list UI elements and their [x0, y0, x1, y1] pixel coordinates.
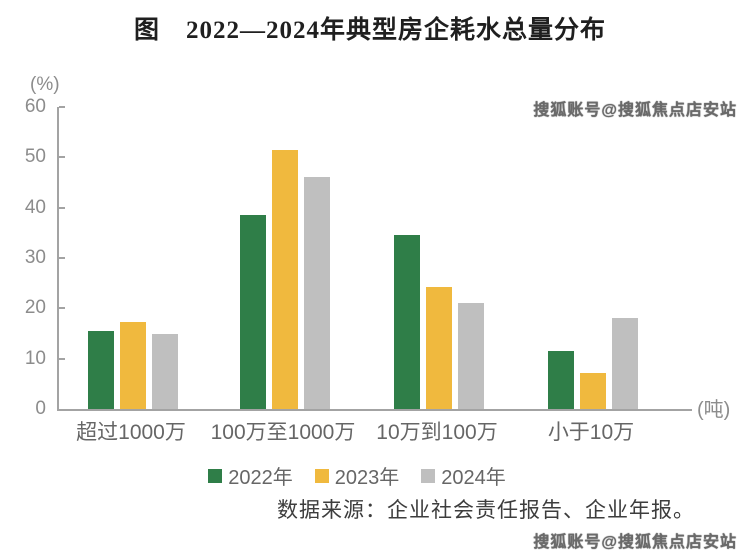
bar-2022年-category-1 — [88, 330, 114, 409]
y-tick-mark-40 — [59, 206, 65, 209]
legend-item-2023: 2023年 — [314, 461, 400, 490]
y-tick-label-40: 40 — [24, 196, 46, 218]
x-axis-label-2: 100万至1000万 — [210, 421, 356, 444]
plot-area — [57, 107, 692, 411]
bar-2023年-category-3 — [426, 287, 452, 409]
legend-swatch-2023 — [314, 468, 329, 483]
x-axis-label-4: 小于10万 — [547, 421, 635, 444]
bar-2022年-category-2 — [240, 215, 266, 409]
y-tick-label-20: 20 — [24, 297, 46, 319]
legend: 2022年 2023年 2024年 — [0, 461, 714, 490]
legend-label-2024: 2024年 — [441, 467, 506, 489]
x-axis-label-3: 10万到100万 — [376, 421, 498, 444]
y-tick-mark-20 — [59, 307, 65, 310]
y-tick-label-10: 10 — [24, 347, 46, 369]
bar-2024年-category-1 — [152, 333, 178, 409]
bar-2024年-category-3 — [458, 303, 484, 409]
legend-swatch-2024 — [421, 468, 436, 483]
bar-2024年-category-2 — [304, 177, 330, 409]
legend-swatch-2022 — [208, 468, 223, 483]
y-tick-label-60: 60 — [24, 96, 46, 117]
bar-2023年-category-2 — [272, 149, 298, 409]
bar-2023年-category-4 — [580, 373, 606, 409]
bar-2022年-category-4 — [548, 351, 574, 409]
x-axis-unit-label: (吨) — [697, 399, 731, 421]
y-tick-mark-10 — [59, 357, 65, 360]
watermark-top: 搜狐账号@搜狐焦点店安站 — [533, 102, 737, 119]
legend-item-2024: 2024年 — [421, 461, 506, 490]
legend-label-2022: 2022年 — [228, 467, 293, 489]
y-tick-label-30: 30 — [24, 247, 46, 268]
y-tick-label-50: 50 — [24, 146, 46, 168]
y-tick-label-0: 0 — [35, 398, 46, 419]
legend-item-2022: 2022年 — [208, 461, 293, 490]
legend-label-2023: 2023年 — [334, 467, 400, 489]
chart-title: 图 2022—2024年典型房企耗水总量分布 — [133, 17, 606, 44]
x-axis-label-1: 超过1000万 — [76, 421, 186, 444]
y-tick-mark-60 — [59, 106, 65, 108]
data-source-note: 数据来源：企业社会责任报告、企业年报。 — [277, 498, 695, 522]
y-tick-mark-30 — [59, 257, 65, 259]
y-axis-unit-label: (%) — [30, 74, 60, 95]
bar-2023年-category-1 — [120, 322, 146, 409]
bar-2024年-category-4 — [612, 318, 638, 409]
watermark-bottom: 搜狐账号@搜狐焦点店安站 — [533, 534, 737, 551]
bar-2022年-category-3 — [394, 235, 420, 409]
y-tick-mark-50 — [59, 156, 65, 159]
